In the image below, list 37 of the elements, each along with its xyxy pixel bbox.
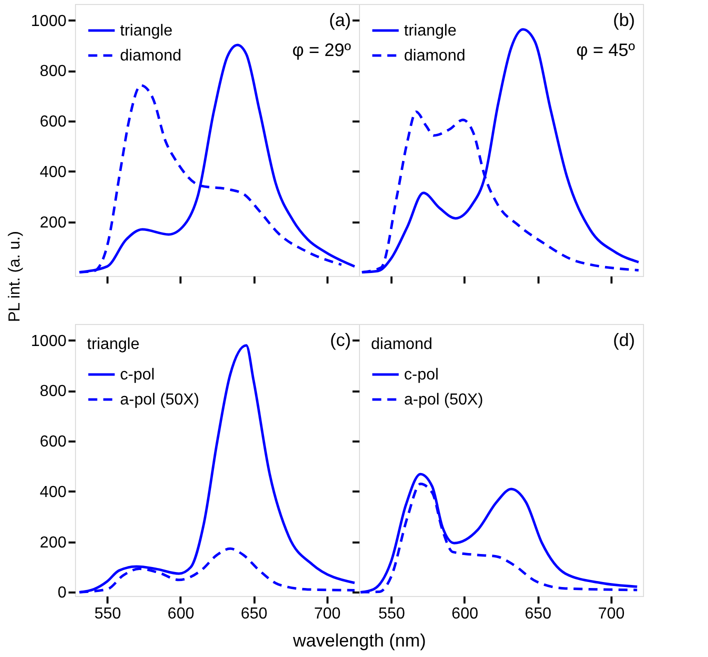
legend-label: c-pol	[120, 366, 155, 384]
legend-title: triangle	[87, 336, 140, 353]
x-tick-label: 700	[598, 606, 625, 622]
legend-title: diamond	[371, 336, 432, 353]
y-tick-label: 200	[40, 214, 67, 232]
legend-label: c-pol	[404, 366, 439, 384]
y-tick-label: 1000	[30, 332, 67, 350]
x-tick-label: 600	[452, 606, 478, 622]
x-tick-label: 700	[314, 606, 341, 622]
annotation: (b)	[613, 10, 635, 30]
legend-label: diamond	[404, 48, 466, 64]
annotation: φ = 29º	[292, 40, 352, 60]
annotation: (d)	[613, 330, 635, 350]
y-tick-label: 400	[40, 484, 67, 501]
y-tick-label: 1000	[30, 12, 67, 30]
y-tick-label: 800	[40, 383, 67, 400]
legend-label: triangle	[404, 22, 457, 40]
y-tick-label: 0	[58, 584, 67, 602]
x-axis-title: wavelength (nm)	[292, 630, 426, 650]
x-tick-label: 600	[168, 606, 194, 622]
annotation: φ = 45º	[576, 40, 636, 60]
legend-label: triangle	[120, 22, 173, 40]
annotation: (c)	[330, 330, 351, 350]
x-tick-label: 550	[378, 606, 406, 622]
x-tick-label: 650	[240, 606, 268, 622]
y-tick-label: 400	[40, 164, 67, 181]
x-tick-label: 650	[524, 606, 552, 622]
y-tick-label: 600	[40, 434, 67, 451]
legend-label: a-pol (50X)	[120, 392, 200, 408]
y-axis-title: PL int. (a. u.)	[6, 231, 24, 322]
legend-label: diamond	[120, 48, 182, 64]
y-tick-label: 600	[40, 114, 67, 131]
x-tick-label: 550	[94, 606, 122, 622]
y-tick-label: 800	[40, 63, 67, 80]
annotation: (a)	[329, 10, 351, 30]
y-tick-label: 200	[40, 534, 67, 552]
legend-label: a-pol (50X)	[404, 392, 484, 408]
